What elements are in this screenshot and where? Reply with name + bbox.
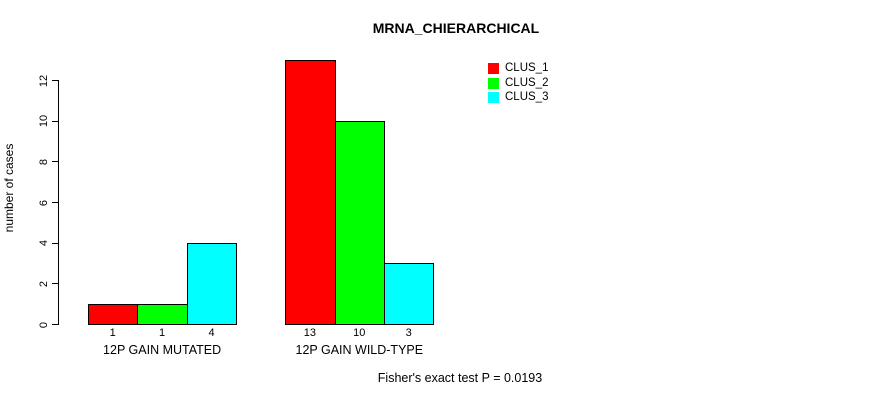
bar-clus_3-2 (384, 263, 435, 325)
y-tick (52, 283, 59, 285)
y-tick-label: 4 (38, 240, 50, 247)
bar-value-label: 10 (353, 327, 366, 339)
legend-label: CLUS_2 (505, 76, 549, 89)
y-tick-label: 8 (38, 158, 50, 165)
bar-value-label: 3 (405, 327, 412, 339)
y-tick (52, 80, 59, 81)
bar-clus_2-1 (137, 303, 188, 325)
bar-clus_3-1 (186, 242, 238, 325)
legend-label: CLUS_1 (505, 62, 549, 74)
y-tick (52, 120, 59, 122)
y-tick-label: 2 (38, 280, 50, 287)
category-label: 12P GAIN MUTATED (103, 343, 222, 357)
y-tick-label: 12 (38, 74, 50, 87)
legend-swatch (488, 92, 499, 103)
stat-annotation: Fisher's exact test P = 0.0193 (377, 371, 543, 385)
category-label: 12P GAIN WILD-TYPE (295, 343, 424, 357)
y-tick (52, 242, 59, 244)
chart-title: MRNA_CHIERARCHICAL (372, 20, 540, 36)
bar-clus_1-2 (285, 59, 336, 325)
legend-swatch (488, 77, 499, 89)
legend-swatch (488, 63, 499, 74)
bar-value-label: 13 (303, 327, 317, 339)
bar-value-label: 1 (159, 327, 166, 339)
y-tick (52, 324, 59, 325)
bar-clus_2-2 (334, 120, 385, 325)
y-tick (52, 161, 59, 163)
y-tick-label: 6 (38, 199, 50, 206)
bar-clus_1-1 (88, 303, 139, 325)
legend-label: CLUS_3 (505, 91, 549, 103)
bar-value-label: 1 (109, 327, 116, 339)
y-tick (52, 202, 59, 203)
y-tick-label: 10 (38, 115, 50, 128)
bar-value-label: 4 (208, 327, 215, 339)
y-tick-label: 0 (38, 321, 50, 328)
